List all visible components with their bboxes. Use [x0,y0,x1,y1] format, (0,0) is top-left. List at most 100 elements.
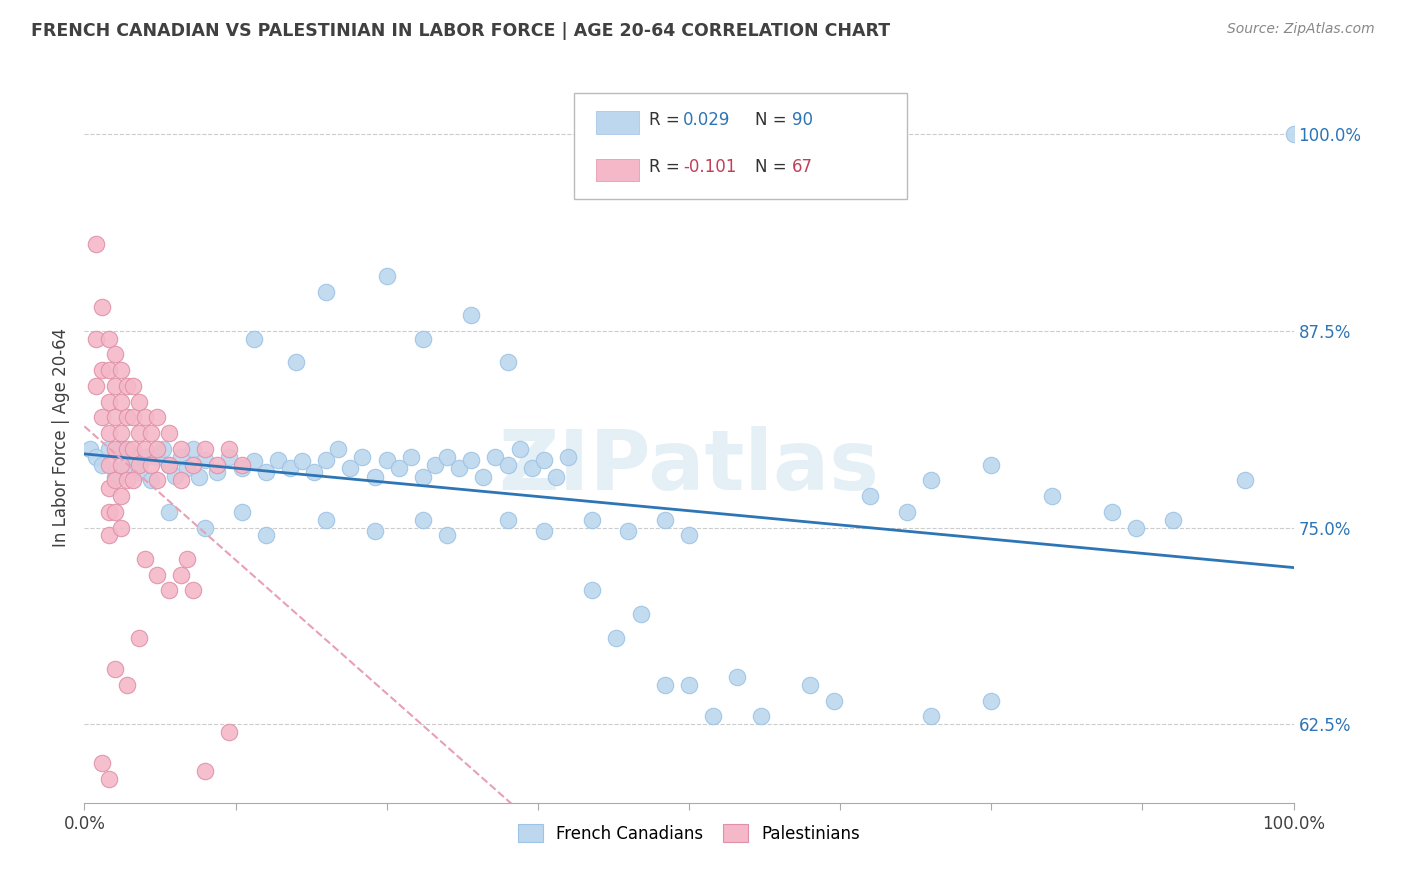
Point [181,583,204,598]
Point [315,285,337,299]
Point [823,693,845,707]
Point [472,470,495,484]
Point [170,473,193,487]
Point [157,505,180,519]
Point [134,410,156,425]
Point [231,458,253,472]
Point [91,756,114,771]
Point [207,466,229,480]
Point [146,567,169,582]
Point [86,237,108,252]
Point [218,725,240,739]
Point [678,678,700,692]
Text: R =: R = [650,158,685,177]
Y-axis label: In Labor Force | Age 20-64: In Labor Force | Age 20-64 [52,327,70,547]
Point [520,460,543,475]
Point [97,442,120,456]
Point [176,460,198,475]
Legend: French Canadians, Palestinians: French Canadians, Palestinians [510,818,868,849]
Point [1040,489,1063,503]
Point [654,513,676,527]
Point [581,513,603,527]
Point [194,764,217,779]
Point [399,450,422,464]
Point [115,410,138,425]
Point [460,308,482,322]
Point [139,458,162,472]
Text: 67: 67 [792,158,813,177]
Point [1161,513,1184,527]
Point [121,379,143,393]
Point [254,466,277,480]
Point [509,442,531,456]
Point [581,583,603,598]
Point [97,458,120,472]
Point [375,453,398,467]
Point [170,442,193,456]
Point [315,513,337,527]
Point [254,528,277,542]
Point [104,347,127,361]
Point [115,473,138,487]
Point [134,442,156,456]
Point [128,394,150,409]
Point [121,410,143,425]
Point [218,442,240,456]
Text: N =: N = [755,111,793,128]
Point [1125,520,1147,534]
Point [121,473,143,487]
Point [207,458,229,472]
Point [157,426,180,441]
Point [702,709,724,723]
Point [605,631,627,645]
Point [654,678,676,692]
Point [315,453,337,467]
Point [91,458,114,472]
Point [110,458,132,472]
Point [291,454,314,468]
Point [97,426,120,441]
Point [110,426,132,441]
Point [104,410,127,425]
Point [86,379,108,393]
Point [86,332,108,346]
Point [412,332,434,346]
Point [170,450,193,464]
Point [484,450,506,464]
Point [436,450,458,464]
Point [110,394,132,409]
Point [128,458,150,472]
FancyBboxPatch shape [596,159,640,181]
Point [91,410,114,425]
Point [121,450,143,464]
Point [110,520,132,534]
Point [363,524,385,538]
Point [557,450,579,464]
Text: 90: 90 [792,111,813,128]
Point [134,552,156,566]
Point [1282,128,1305,142]
Point [139,473,162,487]
Point [104,442,127,456]
Point [231,460,253,475]
Point [725,670,748,684]
Point [104,473,127,487]
Point [134,450,156,464]
Point [423,458,446,472]
Point [496,355,519,369]
Text: FRENCH CANADIAN VS PALESTINIAN IN LABOR FORCE | AGE 20-64 CORRELATION CHART: FRENCH CANADIAN VS PALESTINIAN IN LABOR … [31,22,890,40]
Point [115,442,138,456]
Point [375,268,398,283]
Point [678,528,700,542]
Point [146,442,169,456]
Point [412,513,434,527]
Point [110,363,132,377]
Point [859,489,882,503]
Point [97,332,120,346]
Point [115,458,138,472]
Text: -0.101: -0.101 [683,158,737,177]
Point [267,453,290,467]
Point [242,332,264,346]
Point [128,466,150,480]
Text: 0.029: 0.029 [683,111,730,128]
